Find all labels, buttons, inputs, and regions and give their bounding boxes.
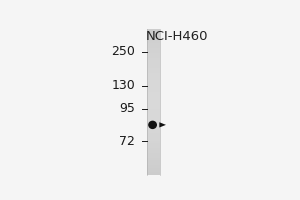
Text: 250: 250	[111, 45, 135, 58]
Bar	[147, 172, 160, 175]
Bar	[147, 94, 160, 97]
Bar	[147, 155, 160, 158]
Bar	[147, 82, 160, 85]
Bar	[147, 121, 160, 124]
Bar	[147, 138, 160, 141]
Bar	[147, 153, 160, 155]
Bar	[147, 63, 160, 65]
Bar	[147, 165, 160, 168]
Bar	[147, 55, 160, 58]
Bar	[147, 73, 160, 75]
Bar	[147, 143, 160, 146]
Bar	[147, 102, 160, 104]
Bar	[147, 129, 160, 131]
Bar	[147, 87, 160, 90]
Text: 130: 130	[111, 79, 135, 92]
Bar	[147, 141, 160, 143]
Bar	[147, 119, 160, 121]
Ellipse shape	[148, 121, 157, 129]
Bar	[147, 104, 160, 107]
Bar	[147, 112, 160, 114]
Bar	[147, 107, 160, 109]
Bar	[147, 29, 160, 31]
Bar	[147, 80, 160, 82]
Bar	[147, 114, 160, 116]
Bar	[147, 116, 160, 119]
Bar	[147, 43, 160, 46]
Bar	[147, 38, 160, 41]
Bar	[147, 124, 160, 126]
Bar	[147, 151, 160, 153]
Bar	[147, 85, 160, 87]
Bar	[147, 31, 160, 33]
Bar	[147, 41, 160, 43]
Bar	[147, 146, 160, 148]
Bar	[147, 36, 160, 38]
Bar	[147, 163, 160, 165]
Bar	[147, 170, 160, 172]
Bar	[147, 60, 160, 63]
Bar	[147, 126, 160, 129]
Bar	[147, 70, 160, 73]
Bar	[147, 168, 160, 170]
Bar	[147, 33, 160, 36]
Bar	[147, 68, 160, 70]
Bar	[147, 90, 160, 92]
Text: 72: 72	[119, 135, 135, 148]
Bar	[147, 58, 160, 60]
Bar	[147, 131, 160, 133]
Bar	[147, 99, 160, 102]
Bar	[147, 46, 160, 48]
Text: NCI-H460: NCI-H460	[146, 30, 208, 43]
Bar	[147, 136, 160, 138]
Bar	[147, 53, 160, 55]
Bar	[147, 160, 160, 163]
Bar	[147, 51, 160, 53]
Bar	[147, 109, 160, 112]
Bar	[147, 133, 160, 136]
Polygon shape	[159, 122, 166, 128]
Bar	[147, 75, 160, 77]
Bar	[147, 65, 160, 68]
Bar	[147, 158, 160, 160]
Bar	[147, 148, 160, 151]
Bar	[147, 92, 160, 94]
Bar	[147, 77, 160, 80]
Text: 95: 95	[119, 102, 135, 115]
Bar	[147, 97, 160, 99]
Bar	[147, 48, 160, 51]
